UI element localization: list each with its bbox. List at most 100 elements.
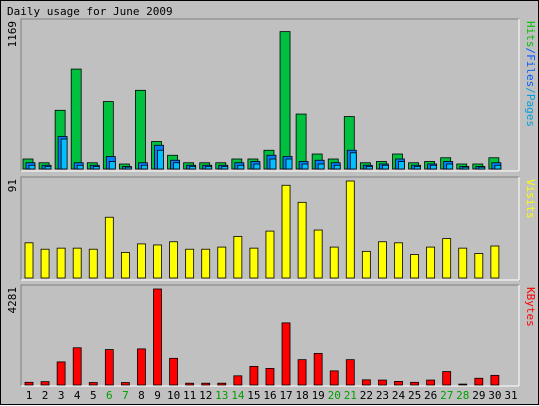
bar-pages-day-29 [479,167,485,169]
x-tick-label: 30 [488,389,501,402]
x-tick-label: 27 [440,389,453,402]
bar-visits-day-28 [459,248,467,278]
bar-kbytes-day-22 [362,380,370,385]
bar-kbytes-day-27 [443,372,451,385]
bar-kbytes-day-4 [73,348,81,385]
legend-entry: Files [524,54,537,87]
x-tick-label: 24 [392,389,406,402]
x-tick-label: 23 [376,389,389,402]
bar-kbytes-day-19 [314,353,322,385]
bar-pages-day-15 [254,164,260,169]
bar-kbytes-day-26 [427,380,435,385]
bar-kbytes-day-7 [121,383,129,385]
x-tick-label: 29 [472,389,485,402]
bar-kbytes-day-6 [105,350,113,385]
bar-visits-day-22 [362,251,370,278]
bar-pages-day-18 [302,164,308,169]
x-tick-label: 21 [344,389,357,402]
panel-max-label: 91 [6,179,19,192]
panel-hits-files-pages: 1169 Hits/Files/Pages [6,19,537,171]
bar-hits-day-4 [71,69,81,169]
x-tick-label: 2 [42,389,49,402]
x-tick-label: 15 [247,389,260,402]
bar-visits-day-6 [105,217,113,278]
bar-kbytes-day-3 [57,362,65,385]
bar-kbytes-day-5 [89,383,97,385]
bar-kbytes-day-29 [475,378,483,385]
panel-max-label: 1169 [6,21,19,48]
legend-entry: Hits [524,21,537,48]
bar-visits-day-17 [282,185,290,278]
x-tick-label: 8 [138,389,145,402]
panel-frame [21,19,519,171]
bar-pages-day-8 [141,165,147,169]
bar-kbytes-day-8 [137,349,145,385]
x-tick-label: 9 [154,389,161,402]
x-tick-label: 26 [424,389,437,402]
bar-pages-day-20 [334,165,340,169]
x-tick-label: 7 [122,389,129,402]
bar-pages-day-13 [222,167,228,169]
x-tick-label: 19 [312,389,325,402]
panel-legend: KBytes [524,287,537,327]
x-tick-label: 1 [26,389,33,402]
panel-max-label: 4281 [6,287,19,314]
bar-visits-day-12 [202,249,210,278]
bar-visits-day-21 [346,181,354,278]
legend-entry: Visits [524,179,537,219]
bar-kbytes-day-10 [170,358,178,385]
panel-visits: 91 Visits [6,177,537,280]
bar-visits-day-27 [443,239,451,278]
chart-title: Daily usage for June 2009 [7,5,173,18]
bar-kbytes-day-24 [394,381,402,385]
x-axis-labels: 1 2 3 4 5 6 7 8 9 10 11 12 13 14 15 16 17 18 19 20 21 22 23 24 2… [26,389,518,402]
bar-visits-day-5 [89,249,97,278]
bar-kbytes-day-2 [41,382,49,385]
bar-visits-day-19 [314,230,322,278]
bar-visits-day-18 [298,202,306,278]
bar-pages-day-4 [77,165,83,169]
bar-kbytes-day-11 [186,383,194,385]
bar-visits-day-29 [475,253,483,278]
bar-kbytes-day-30 [491,375,499,385]
bar-visits-day-16 [266,231,274,278]
bar-pages-day-10 [174,163,180,169]
bar-visits-day-11 [186,249,194,278]
bar-visits-day-8 [137,244,145,278]
x-tick-label: 28 [456,389,469,402]
bar-pages-day-2 [45,167,51,169]
bar-pages-day-6 [109,162,115,169]
x-tick-label: 12 [199,389,212,402]
bar-pages-day-11 [190,167,196,169]
bar-pages-day-3 [61,139,67,169]
bar-kbytes-day-12 [202,383,210,385]
bar-kbytes-day-18 [298,360,306,385]
bar-visits-day-25 [411,255,419,278]
x-tick-label: 20 [328,389,341,402]
bar-kbytes-day-21 [346,360,354,385]
bar-pages-day-22 [366,167,372,169]
bar-kbytes-day-13 [218,383,226,385]
legend-entry: KBytes [524,287,537,327]
bar-pages-day-1 [29,165,35,169]
bar-pages-day-14 [238,165,244,169]
bar-kbytes-day-23 [378,380,386,385]
bar-visits-day-15 [250,248,258,278]
bar-pages-day-27 [447,164,453,169]
x-tick-label: 14 [231,389,245,402]
bar-visits-day-7 [121,252,129,278]
bar-visits-day-30 [491,246,499,278]
bar-pages-day-26 [431,165,437,169]
bar-visits-day-24 [394,243,402,278]
bar-visits-day-9 [154,245,162,278]
bar-pages-day-16 [270,159,276,169]
x-tick-label: 31 [504,389,517,402]
bar-visits-day-3 [57,248,65,278]
x-tick-label: 16 [263,389,276,402]
bar-visits-day-2 [41,249,49,278]
bar-pages-day-19 [318,164,324,169]
bar-kbytes-day-15 [250,366,258,385]
x-tick-label: 13 [215,389,228,402]
bar-visits-day-10 [170,242,178,278]
